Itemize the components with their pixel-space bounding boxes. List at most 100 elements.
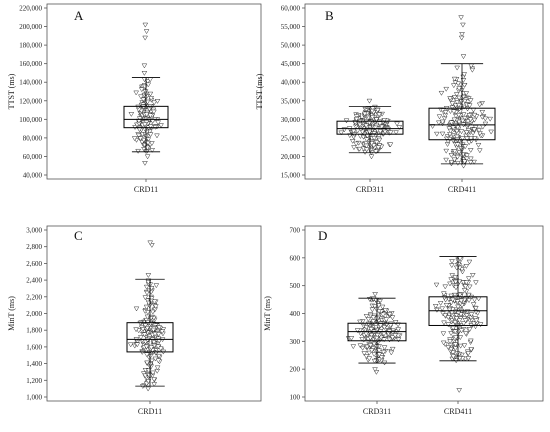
y-tick-label: 700 bbox=[290, 227, 301, 235]
data-point bbox=[368, 333, 375, 338]
data-point bbox=[152, 304, 159, 310]
y-tick-label: 100,000 bbox=[19, 116, 42, 124]
data-point bbox=[448, 277, 454, 283]
data-point bbox=[141, 71, 148, 76]
data-point bbox=[374, 107, 381, 113]
panel-letter: C bbox=[74, 228, 83, 243]
data-point bbox=[157, 346, 164, 352]
data-point bbox=[442, 284, 449, 290]
data-point bbox=[461, 343, 468, 349]
data-point bbox=[468, 156, 474, 162]
data-point bbox=[151, 377, 157, 383]
data-point bbox=[464, 136, 470, 142]
data-point bbox=[455, 103, 462, 108]
data-point bbox=[383, 317, 390, 323]
data-point bbox=[376, 137, 383, 143]
data-point bbox=[461, 159, 468, 165]
data-point bbox=[450, 354, 457, 360]
y-tick-label: 1,000 bbox=[26, 394, 42, 402]
data-point bbox=[378, 124, 385, 130]
data-point bbox=[389, 315, 396, 321]
data-point bbox=[452, 103, 459, 109]
data-point bbox=[467, 98, 474, 104]
data-point bbox=[371, 341, 377, 347]
data-point bbox=[455, 310, 462, 316]
data-point bbox=[378, 355, 385, 360]
data-point bbox=[145, 386, 151, 392]
data-point bbox=[144, 290, 150, 296]
data-point bbox=[460, 22, 466, 28]
data-point bbox=[453, 335, 459, 341]
data-point bbox=[439, 119, 446, 125]
data-point bbox=[381, 345, 388, 351]
data-point bbox=[455, 160, 461, 166]
y-tick-label: 120,000 bbox=[19, 97, 42, 105]
data-point bbox=[471, 297, 478, 303]
data-point bbox=[135, 148, 141, 154]
data-point bbox=[465, 356, 472, 362]
data-point bbox=[451, 109, 457, 115]
data-point bbox=[357, 319, 363, 325]
data-point bbox=[357, 122, 363, 128]
data-point bbox=[458, 328, 465, 334]
data-point bbox=[468, 347, 475, 352]
data-point bbox=[386, 312, 393, 317]
data-point bbox=[476, 148, 483, 154]
data-point bbox=[153, 283, 160, 289]
data-point bbox=[452, 275, 458, 280]
data-point bbox=[369, 115, 376, 120]
data-point bbox=[476, 128, 482, 134]
data-point bbox=[454, 100, 460, 105]
data-point bbox=[449, 259, 455, 264]
data-point bbox=[436, 114, 443, 120]
data-point bbox=[147, 240, 154, 246]
data-point bbox=[140, 137, 147, 143]
y-tick-label: 60,000 bbox=[281, 5, 301, 13]
data-point bbox=[363, 143, 370, 149]
data-point bbox=[462, 144, 469, 150]
data-point bbox=[450, 83, 457, 89]
data-point bbox=[473, 318, 480, 324]
y-axis-label: TTST (ms) bbox=[255, 73, 264, 109]
data-point bbox=[361, 351, 368, 357]
data-point bbox=[466, 103, 473, 109]
data-point bbox=[147, 113, 154, 119]
data-point bbox=[453, 316, 460, 322]
data-point bbox=[381, 325, 388, 331]
x-tick-label: CRD11 bbox=[138, 407, 162, 416]
data-point bbox=[351, 145, 357, 151]
data-point bbox=[372, 304, 378, 309]
y-tick-label: 1,600 bbox=[26, 343, 42, 351]
panel-letter: B bbox=[325, 8, 334, 23]
data-point bbox=[439, 131, 446, 137]
data-point bbox=[389, 346, 396, 352]
data-point bbox=[366, 98, 373, 104]
y-tick-label: 55,000 bbox=[281, 23, 301, 31]
data-point bbox=[140, 97, 147, 103]
data-point bbox=[452, 320, 458, 326]
data-point bbox=[482, 121, 489, 127]
data-point bbox=[368, 154, 375, 160]
data-point bbox=[454, 142, 461, 148]
data-point bbox=[446, 307, 453, 313]
data-point bbox=[363, 140, 369, 146]
box bbox=[336, 120, 404, 135]
data-point bbox=[477, 322, 484, 328]
data-point bbox=[439, 306, 446, 312]
data-point bbox=[458, 15, 464, 21]
data-point bbox=[149, 141, 155, 147]
data-point bbox=[142, 295, 149, 301]
y-tick-label: 600 bbox=[290, 254, 301, 262]
x-tick-label: CRD311 bbox=[356, 185, 384, 194]
data-point bbox=[376, 309, 382, 314]
data-point bbox=[466, 298, 472, 304]
data-point bbox=[151, 109, 157, 115]
data-point bbox=[142, 339, 149, 345]
data-point bbox=[396, 125, 403, 130]
data-point bbox=[458, 312, 464, 318]
data-point bbox=[144, 360, 150, 366]
data-point bbox=[155, 344, 162, 350]
data-point bbox=[144, 352, 150, 358]
data-point bbox=[127, 342, 134, 348]
data-point bbox=[451, 117, 458, 123]
